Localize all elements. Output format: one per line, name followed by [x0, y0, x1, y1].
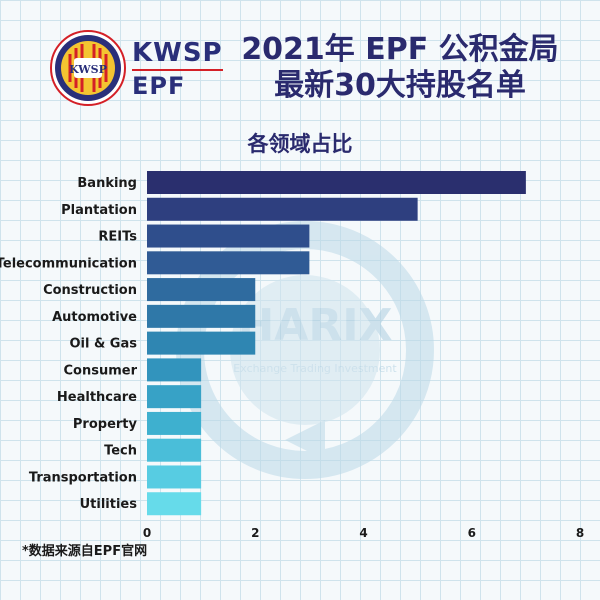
x-tick-labels: 0 2 4 6 8	[143, 526, 584, 540]
category-label: Oil & Gas	[69, 337, 137, 352]
x-tick-label: 0	[143, 526, 151, 540]
bar-construction	[147, 278, 256, 302]
watermark-disc	[230, 275, 380, 425]
watermark-tagline: Exchange Trading Investment	[233, 362, 397, 375]
seal-text: KWSP	[69, 63, 107, 76]
category-label: Construction	[43, 283, 137, 298]
category-label: Healthcare	[57, 390, 137, 405]
category-label: Transportation	[29, 470, 137, 485]
footnote: *数据来源自EPF官网	[22, 544, 148, 559]
category-label: Tech	[104, 444, 137, 459]
bar-plantation	[147, 197, 418, 221]
page-title: 2021年 EPF 公积金局 最新30大持股名单	[230, 32, 570, 104]
category-label: Automotive	[52, 310, 137, 325]
bar-tech	[147, 438, 202, 462]
bar-healthcare	[147, 385, 202, 409]
bars-group	[147, 171, 526, 516]
category-label: Banking	[77, 176, 137, 191]
category-label: Utilities	[80, 497, 138, 512]
kwsp-logo: KWSP KWSP EPF	[40, 26, 240, 116]
x-tick-label: 2	[251, 526, 259, 540]
watermark-text: HARIX	[237, 300, 392, 351]
x-tick-label: 4	[359, 526, 367, 540]
bar-reits	[147, 224, 310, 248]
category-label: Consumer	[64, 363, 138, 378]
bar-telecommunication	[147, 251, 310, 275]
x-tick-label: 6	[468, 526, 476, 540]
bar-consumer	[147, 358, 202, 382]
category-label: Plantation	[61, 203, 137, 218]
title-line-1: 2021年 EPF 公积金局	[241, 32, 559, 67]
bar-utilities	[147, 492, 202, 516]
bar-banking	[147, 171, 526, 194]
bar-oil-gas	[147, 331, 256, 355]
watermark-arrow	[285, 420, 325, 460]
category-label: Telecommunication	[0, 256, 137, 271]
category-labels: Banking Plantation REITs Telecommunication C…	[0, 176, 138, 512]
logo-line-kwsp: KWSP	[132, 38, 223, 71]
category-label: Property	[73, 417, 138, 432]
bar-property	[147, 411, 202, 435]
kwsp-seal-icon: KWSP	[50, 30, 126, 106]
category-label: REITs	[98, 230, 137, 245]
title-line-2: 最新30大持股名单	[274, 68, 526, 103]
bar-automotive	[147, 304, 256, 328]
logo-line-epf: EPF	[132, 72, 186, 100]
chart-title: 各领域占比	[247, 132, 353, 156]
bar-transportation	[147, 465, 202, 489]
x-tick-label: 8	[576, 526, 584, 540]
